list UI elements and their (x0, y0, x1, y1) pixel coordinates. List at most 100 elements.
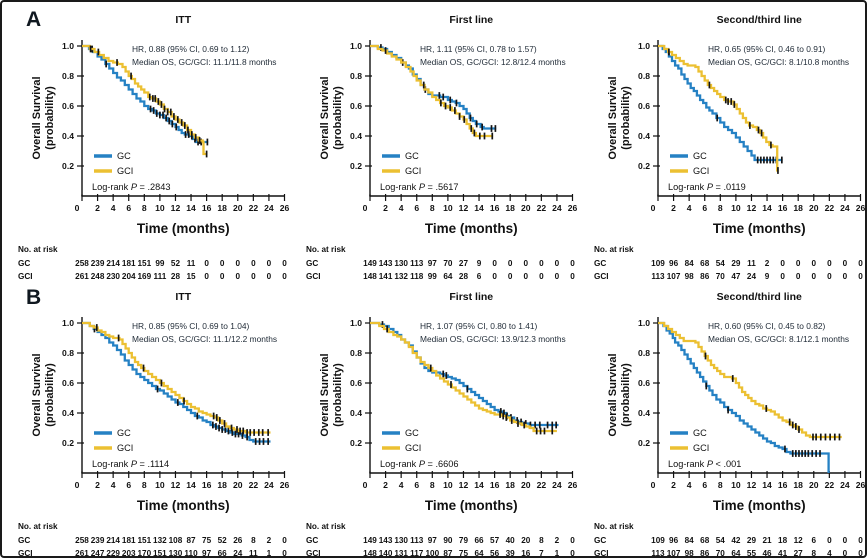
x-tick-label: 24 (264, 480, 274, 490)
panel-row-label-b: B (26, 286, 42, 309)
risk-count: 0 (508, 259, 513, 268)
risk-count: 29 (731, 259, 741, 268)
risk-count: 170 (137, 549, 151, 558)
risk-count: 87 (443, 549, 453, 558)
x-tick-label: 8 (430, 480, 435, 490)
x-tick-label: 18 (793, 203, 803, 213)
x-tick-label: 14 (474, 480, 484, 490)
risk-count: 0 (235, 272, 240, 281)
x-tick-label: 10 (155, 480, 165, 490)
risk-row-label-gci: GCI (18, 549, 33, 558)
risk-count: 20 (521, 536, 531, 545)
x-tick-label: 14 (186, 203, 196, 213)
panel-b-itt: ITT HR, 0.85 (95% CI, 0.69 to 1.04) Median… (4, 281, 292, 558)
y-axis-label-line2: (probability) (44, 86, 56, 150)
km-curve-gci (370, 321, 557, 433)
logrank-p-value: Log-rank P < .001 (668, 459, 741, 469)
risk-count: 70 (716, 549, 726, 558)
risk-count: 28 (171, 272, 181, 281)
km-curve-gc (658, 321, 830, 473)
x-tick-label: 20 (233, 480, 243, 490)
risk-count: 9 (477, 259, 482, 268)
x-axis-label: Time (months) (425, 221, 518, 236)
x-tick-label: 26 (280, 203, 290, 213)
risk-count: 0 (570, 549, 575, 558)
x-tick-label: 20 (809, 203, 819, 213)
risk-count: 130 (169, 549, 183, 558)
risk-count: 214 (106, 259, 120, 268)
x-tick-label: 24 (840, 480, 850, 490)
x-tick-label: 6 (702, 480, 707, 490)
risk-count: 66 (474, 536, 484, 545)
risk-count: 0 (858, 272, 863, 281)
x-tick-label: 20 (521, 203, 531, 213)
risk-count: 117 (410, 549, 424, 558)
risk-count: 0 (780, 259, 785, 268)
x-tick-label: 2 (95, 203, 100, 213)
risk-row-label-gci: GCI (594, 272, 609, 281)
panel-b-second-third-line: Second/third line HR, 0.60 (95% CI, 0.45 … (580, 281, 866, 558)
logrank-p-value: Log-rank P = .6606 (380, 459, 458, 469)
risk-count: 140 (379, 549, 393, 558)
risk-count: 54 (716, 259, 726, 268)
x-tick-label: 12 (171, 203, 181, 213)
x-tick-label: 26 (568, 203, 578, 213)
y-tick-label: 0.2 (62, 161, 74, 171)
risk-count: 0 (539, 272, 544, 281)
risk-count: 97 (202, 549, 212, 558)
risk-count: 2 (765, 259, 770, 268)
km-curve-gci (82, 44, 208, 156)
y-axis-label-line1: Overall Survival (31, 353, 43, 436)
risk-count: 29 (747, 536, 757, 545)
risk-count: 18 (778, 536, 788, 545)
risk-count: 97 (428, 259, 438, 268)
panel-title: Second/third line (717, 14, 802, 26)
x-tick-label: 22 (249, 203, 259, 213)
panel-title: ITT (175, 291, 191, 303)
x-axis-label: Time (months) (137, 221, 230, 236)
risk-count: 151 (153, 549, 167, 558)
panel-a-second-third-line: Second/third line HR, 0.65 (95% CI, 0.46 … (580, 4, 865, 281)
x-tick-label: 14 (474, 203, 484, 213)
x-tick-label: 4 (399, 203, 404, 213)
risk-count: 113 (410, 536, 424, 545)
risk-count: 247 (91, 549, 105, 558)
risk-count: 0 (523, 272, 528, 281)
risk-count: 141 (379, 272, 393, 281)
risk-count: 109 (651, 536, 665, 545)
y-tick-label: 0.2 (638, 438, 650, 448)
risk-count: 7 (539, 549, 544, 558)
risk-count: 214 (106, 536, 120, 545)
risk-count: 84 (685, 259, 695, 268)
risk-count: 52 (171, 259, 181, 268)
y-axis-label-line2: (probability) (620, 86, 632, 150)
median-os-annotation: Median OS, GC/GCI: 13.9/12.3 months (420, 334, 566, 344)
risk-count: 40 (506, 536, 516, 545)
risk-count: 0 (204, 272, 209, 281)
x-tick-label: 26 (856, 480, 866, 490)
x-tick-label: 20 (233, 203, 243, 213)
legend-gci-label: GCI (117, 166, 133, 176)
x-tick-label: 2 (95, 480, 100, 490)
risk-count: 57 (490, 536, 500, 545)
risk-count: 203 (122, 549, 136, 558)
y-tick-label: 0.8 (62, 348, 74, 358)
x-tick-label: 26 (280, 480, 290, 490)
risk-count: 68 (700, 536, 710, 545)
risk-count: 16 (521, 549, 531, 558)
risk-count: 258 (75, 536, 89, 545)
risk-count: 149 (363, 536, 377, 545)
x-tick-label: 16 (202, 203, 212, 213)
risk-count: 0 (220, 259, 225, 268)
risk-count: 109 (651, 259, 665, 268)
censor-ticks-gci (95, 324, 269, 436)
risk-count: 261 (75, 272, 89, 281)
risk-count: 0 (858, 549, 863, 558)
risk-count: 79 (459, 536, 469, 545)
risk-count: 0 (843, 259, 848, 268)
risk-count: 84 (685, 536, 695, 545)
risk-count: 0 (267, 272, 272, 281)
risk-count: 8 (539, 536, 544, 545)
x-tick-label: 16 (778, 203, 788, 213)
y-axis-label-line1: Overall Survival (607, 76, 619, 159)
